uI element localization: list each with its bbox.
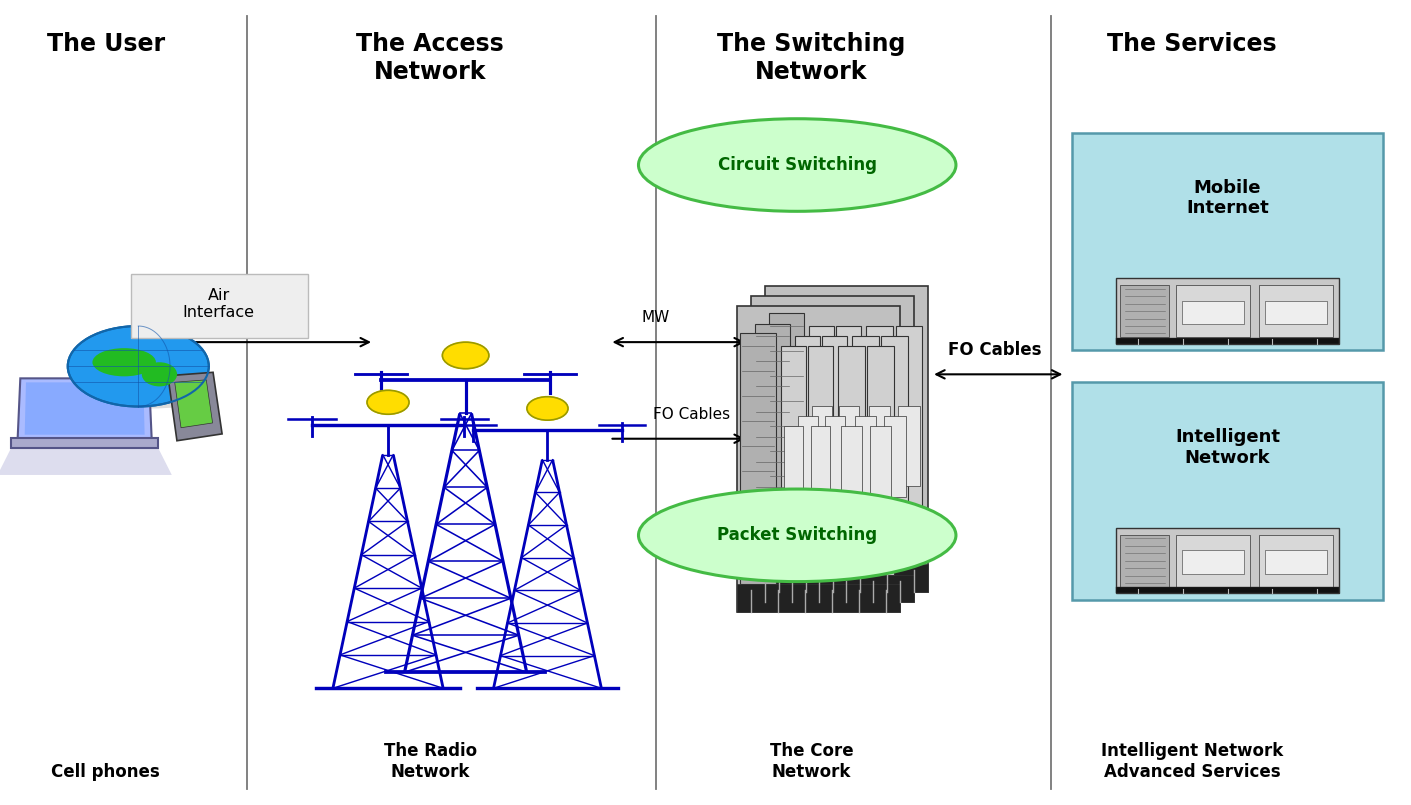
FancyBboxPatch shape xyxy=(871,426,892,506)
Circle shape xyxy=(367,390,409,415)
FancyBboxPatch shape xyxy=(755,324,790,575)
Ellipse shape xyxy=(82,392,209,408)
FancyBboxPatch shape xyxy=(1116,338,1339,344)
Text: The Access
Network: The Access Network xyxy=(357,32,504,84)
Polygon shape xyxy=(0,448,172,475)
FancyBboxPatch shape xyxy=(824,416,845,497)
FancyBboxPatch shape xyxy=(810,426,831,506)
FancyBboxPatch shape xyxy=(841,426,862,506)
Ellipse shape xyxy=(638,489,955,581)
Circle shape xyxy=(526,397,569,420)
FancyBboxPatch shape xyxy=(855,416,876,497)
FancyBboxPatch shape xyxy=(1072,382,1383,600)
FancyBboxPatch shape xyxy=(1120,285,1170,337)
FancyBboxPatch shape xyxy=(11,438,158,448)
FancyBboxPatch shape xyxy=(896,325,923,555)
FancyBboxPatch shape xyxy=(783,426,803,506)
Text: The Radio
Network: The Radio Network xyxy=(384,742,477,781)
FancyBboxPatch shape xyxy=(1116,588,1339,593)
FancyBboxPatch shape xyxy=(796,336,820,565)
FancyBboxPatch shape xyxy=(899,406,920,486)
Ellipse shape xyxy=(638,118,955,211)
FancyBboxPatch shape xyxy=(823,336,847,565)
Polygon shape xyxy=(175,380,213,427)
FancyBboxPatch shape xyxy=(869,406,890,486)
FancyBboxPatch shape xyxy=(737,306,899,612)
Ellipse shape xyxy=(141,362,176,386)
FancyBboxPatch shape xyxy=(1177,535,1250,587)
FancyBboxPatch shape xyxy=(868,345,895,575)
Polygon shape xyxy=(24,382,144,435)
Text: Air
Interface: Air Interface xyxy=(182,288,255,320)
FancyBboxPatch shape xyxy=(1182,300,1245,324)
FancyBboxPatch shape xyxy=(1264,550,1326,574)
Text: MW: MW xyxy=(642,311,670,325)
Text: The Core
Network: The Core Network xyxy=(769,742,854,781)
Circle shape xyxy=(443,342,488,369)
FancyBboxPatch shape xyxy=(765,564,927,592)
Text: Circuit Switching: Circuit Switching xyxy=(718,156,876,174)
Text: The User: The User xyxy=(47,32,165,56)
FancyBboxPatch shape xyxy=(809,345,832,575)
FancyBboxPatch shape xyxy=(769,313,804,564)
FancyBboxPatch shape xyxy=(1072,133,1383,350)
Circle shape xyxy=(68,326,209,407)
FancyBboxPatch shape xyxy=(882,336,909,565)
Text: The Switching
Network: The Switching Network xyxy=(717,32,906,84)
FancyBboxPatch shape xyxy=(751,296,913,602)
FancyBboxPatch shape xyxy=(838,406,859,486)
FancyBboxPatch shape xyxy=(765,286,927,592)
FancyBboxPatch shape xyxy=(1177,285,1250,337)
FancyBboxPatch shape xyxy=(751,575,913,602)
FancyBboxPatch shape xyxy=(885,416,906,497)
Text: FO Cables: FO Cables xyxy=(653,407,729,422)
FancyBboxPatch shape xyxy=(1120,535,1170,587)
FancyBboxPatch shape xyxy=(1116,528,1339,593)
FancyBboxPatch shape xyxy=(737,584,899,612)
Polygon shape xyxy=(168,372,222,441)
Text: Packet Switching: Packet Switching xyxy=(717,526,878,544)
Text: Intelligent
Network: Intelligent Network xyxy=(1175,428,1280,467)
FancyBboxPatch shape xyxy=(838,345,865,575)
FancyBboxPatch shape xyxy=(1116,279,1339,344)
FancyBboxPatch shape xyxy=(1259,285,1332,337)
FancyBboxPatch shape xyxy=(852,336,879,565)
FancyBboxPatch shape xyxy=(1182,550,1245,574)
Text: FO Cables: FO Cables xyxy=(948,341,1041,359)
Text: Mobile
Internet: Mobile Internet xyxy=(1187,179,1268,217)
FancyBboxPatch shape xyxy=(811,406,831,486)
Text: Intelligent Network
Advanced Services: Intelligent Network Advanced Services xyxy=(1101,742,1284,781)
Polygon shape xyxy=(17,378,151,439)
Ellipse shape xyxy=(92,348,155,376)
FancyBboxPatch shape xyxy=(131,274,308,338)
FancyBboxPatch shape xyxy=(782,345,806,575)
FancyBboxPatch shape xyxy=(1264,300,1326,324)
Text: Cell phones: Cell phones xyxy=(51,763,161,781)
FancyBboxPatch shape xyxy=(866,325,893,555)
FancyBboxPatch shape xyxy=(837,325,861,555)
FancyBboxPatch shape xyxy=(1259,535,1332,587)
Text: The Services: The Services xyxy=(1108,32,1277,56)
FancyBboxPatch shape xyxy=(797,416,817,497)
FancyBboxPatch shape xyxy=(810,325,834,555)
FancyBboxPatch shape xyxy=(741,333,776,584)
